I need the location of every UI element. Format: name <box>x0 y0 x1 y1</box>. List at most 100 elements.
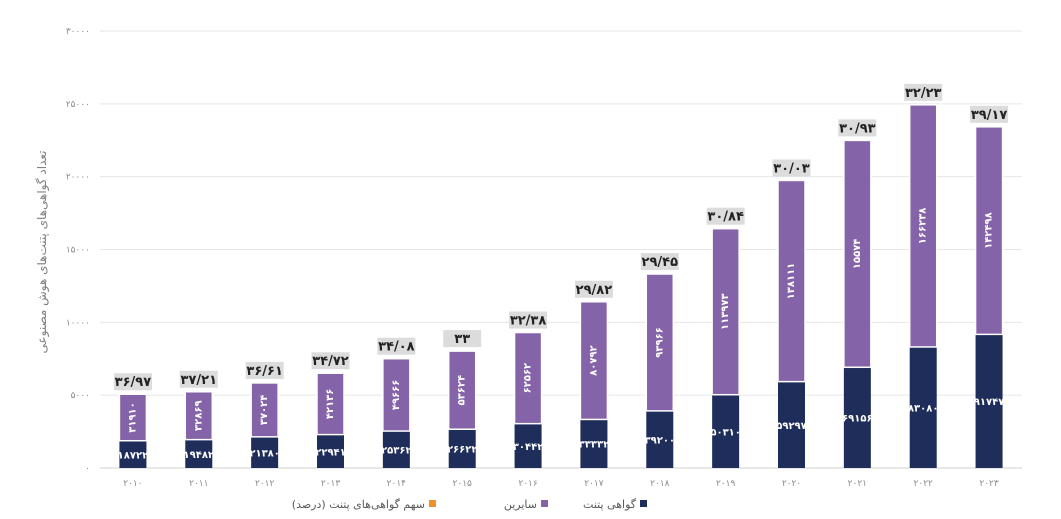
bar-segment-others <box>316 372 345 436</box>
data-label-patent: ۲۲۹۴۱ <box>315 447 346 458</box>
x-tick-label: ۲۰۱۳ <box>321 479 341 489</box>
data-label-others: ۱۳۸۱۱۱ <box>786 263 797 300</box>
bar-segment-others <box>777 179 806 383</box>
bar-segment-patent <box>712 394 740 468</box>
data-label-patent: ۵۰۳۱۰ <box>710 427 741 438</box>
bar-segment-patent <box>317 434 344 468</box>
data-label-patent: ۳۳۳۳۲ <box>579 440 610 451</box>
share-label-box <box>904 83 943 101</box>
bar-segment-others <box>645 273 675 412</box>
y-tick-label: ۱۵۰۰۰ <box>66 246 90 256</box>
data-label-others: ۱۶۶۲۳۸ <box>918 208 929 245</box>
share-label-box <box>706 207 745 225</box>
data-label-share: ۳۹/۱۷ <box>971 108 1008 123</box>
bar-segment-patent <box>580 419 608 468</box>
bar-segment-patent <box>514 423 542 468</box>
y-tick-label: ۰ <box>85 464 90 474</box>
x-axis: ۲۰۱۰ ۲۰۱۱ ۲۰۱۲ ۲۰۱۳ ۲۰۱۴ ۲۰۱۵ ۲۰۱۶ ۲۰۱۷ ۲۰۱۸ ۲۰۱۹… <box>123 479 999 489</box>
data-label-patent: ۳۹۲۰۰ <box>645 435 676 446</box>
bar-segment-patent <box>909 346 937 468</box>
gridlines <box>100 30 1022 469</box>
legend-swatch <box>429 500 436 507</box>
share-label-box <box>179 370 218 388</box>
bar-segment-others <box>579 301 609 421</box>
x-tick-label: ۲۰۲۳ <box>979 479 999 489</box>
data-label-others: ۶۲۵۶۲ <box>523 363 534 394</box>
data-label-patent: ۱۸۷۲۲ <box>118 450 149 461</box>
data-label-patent: ۳۰۴۴۲ <box>513 442 544 453</box>
x-tick-label: ۲۰۱۷ <box>584 479 604 489</box>
bar-segment-patent <box>843 367 871 468</box>
share-label-box <box>772 159 811 177</box>
y-tick-label: ۲۰۰۰۰ <box>66 173 90 183</box>
data-label-share: ۳۷/۲۱ <box>181 373 218 388</box>
data-label-patent: ۹۱۷۴۷ <box>974 397 1005 408</box>
share-label-box <box>509 311 548 329</box>
x-tick-label: ۲۰۱۵ <box>453 479 473 489</box>
share-label-box <box>838 119 877 137</box>
share-label-box <box>245 361 284 379</box>
data-label-patent: ۱۹۴۸۲ <box>184 450 215 461</box>
x-tick-label: ۲۰۲۲ <box>914 479 934 489</box>
data-label-others: ۳۷۰۲۴ <box>259 395 270 426</box>
data-label-patent: ۲۶۶۲۲ <box>447 445 478 456</box>
bars: ۱۸۷۲۲ ۳۱۹۱۰ ۳۶/۹۷ ۱۹۴۸۲ ۳۲۸۶۹ ۳۷/۲۱ ۲۱۳۸۰ ۳۷۰۲۴… <box>113 83 1009 468</box>
legend-label: گواهی پتنت <box>583 498 637 511</box>
bar-segment-others <box>250 382 279 438</box>
y-tick-label: ۵۰۰۰ <box>71 391 90 401</box>
data-label-others: ۱۵۵۷۴ <box>852 239 863 270</box>
data-label-share: ۳۶/۶۱ <box>246 364 283 379</box>
data-label-others: ۴۹۶۶۶ <box>391 380 402 411</box>
legend-swatch <box>541 500 548 507</box>
x-tick-label: ۲۰۱۸ <box>650 479 670 489</box>
x-tick-label: ۲۰۱۰ <box>123 479 142 489</box>
share-label-box <box>311 352 350 370</box>
legend-item-others: سایرین <box>504 498 548 511</box>
data-label-share: ۳۰/۹۳ <box>839 121 876 136</box>
bar-segment-patent <box>251 436 279 468</box>
legend: گواهی پتنت سایرین سهم گواهی‌های پتنت (درصد… <box>292 498 647 511</box>
share-label-box <box>443 330 482 348</box>
data-label-share: ۲۹/۴۵ <box>642 255 679 270</box>
x-tick-label: ۲۰۲۰ <box>782 479 801 489</box>
bar-segment-patent <box>185 439 213 468</box>
bar-segment-others <box>118 393 148 442</box>
x-tick-label: ۲۰۱۹ <box>716 479 736 489</box>
bar-segment-patent <box>448 429 476 468</box>
y-tick-label: ۱۰۰۰۰ <box>66 318 90 328</box>
data-label-others: ۴۲۱۳۶ <box>325 389 336 420</box>
data-label-share: ۳۳ <box>454 332 470 347</box>
legend-label: سهم گواهی‌های پتنت (درصد) <box>292 498 425 511</box>
data-label-patent: ۶۹۱۵۶ <box>842 414 873 425</box>
x-tick-label: ۲۰۱۶ <box>518 479 538 489</box>
data-label-others: ۹۳۹۶۶ <box>654 327 665 358</box>
bar-segment-patent <box>778 381 805 468</box>
x-tick-label: ۲۰۱۲ <box>255 479 275 489</box>
share-label-box <box>377 337 416 355</box>
bar-segment-others <box>908 104 938 348</box>
legend-label: سایرین <box>504 498 537 511</box>
x-tick-label: ۲۰۱۱ <box>189 479 208 489</box>
bar-segment-patent <box>646 410 674 468</box>
legend-item-patent: گواهی پتنت <box>583 498 647 511</box>
data-label-share: ۲۹/۸۲ <box>576 283 613 298</box>
bar-segment-others <box>974 126 1004 336</box>
bar-segment-others <box>513 331 543 425</box>
bar-segment-patent <box>975 334 1003 468</box>
x-tick-label: ۲۰۲۱ <box>848 479 867 489</box>
data-label-patent: ۲۵۳۶۲ <box>381 446 412 457</box>
data-label-others: ۱۱۳۹۷۳ <box>720 293 731 330</box>
y-tick-label: ۲۵۰۰۰ <box>66 100 90 110</box>
data-label-share: ۳۰/۸۴ <box>707 210 744 225</box>
y-axis: ۰ ۵۰۰۰ ۱۰۰۰۰ ۱۵۰۰۰ ۲۰۰۰۰ ۲۵۰۰۰ ۳۰۰۰۰ <box>66 27 90 474</box>
data-label-share: ۳۲/۲۳ <box>905 86 942 101</box>
legend-swatch <box>640 500 647 507</box>
y-tick-label: ۳۰۰۰۰ <box>66 27 90 37</box>
bar-segment-patent <box>382 431 410 468</box>
bar-segment-patent <box>119 440 147 468</box>
bar-segment-others <box>184 391 214 441</box>
bar-segment-others <box>382 357 411 432</box>
data-label-others: ۳۲۸۶۹ <box>193 400 204 431</box>
x-tick-label: ۲۰۱۴ <box>387 479 407 489</box>
